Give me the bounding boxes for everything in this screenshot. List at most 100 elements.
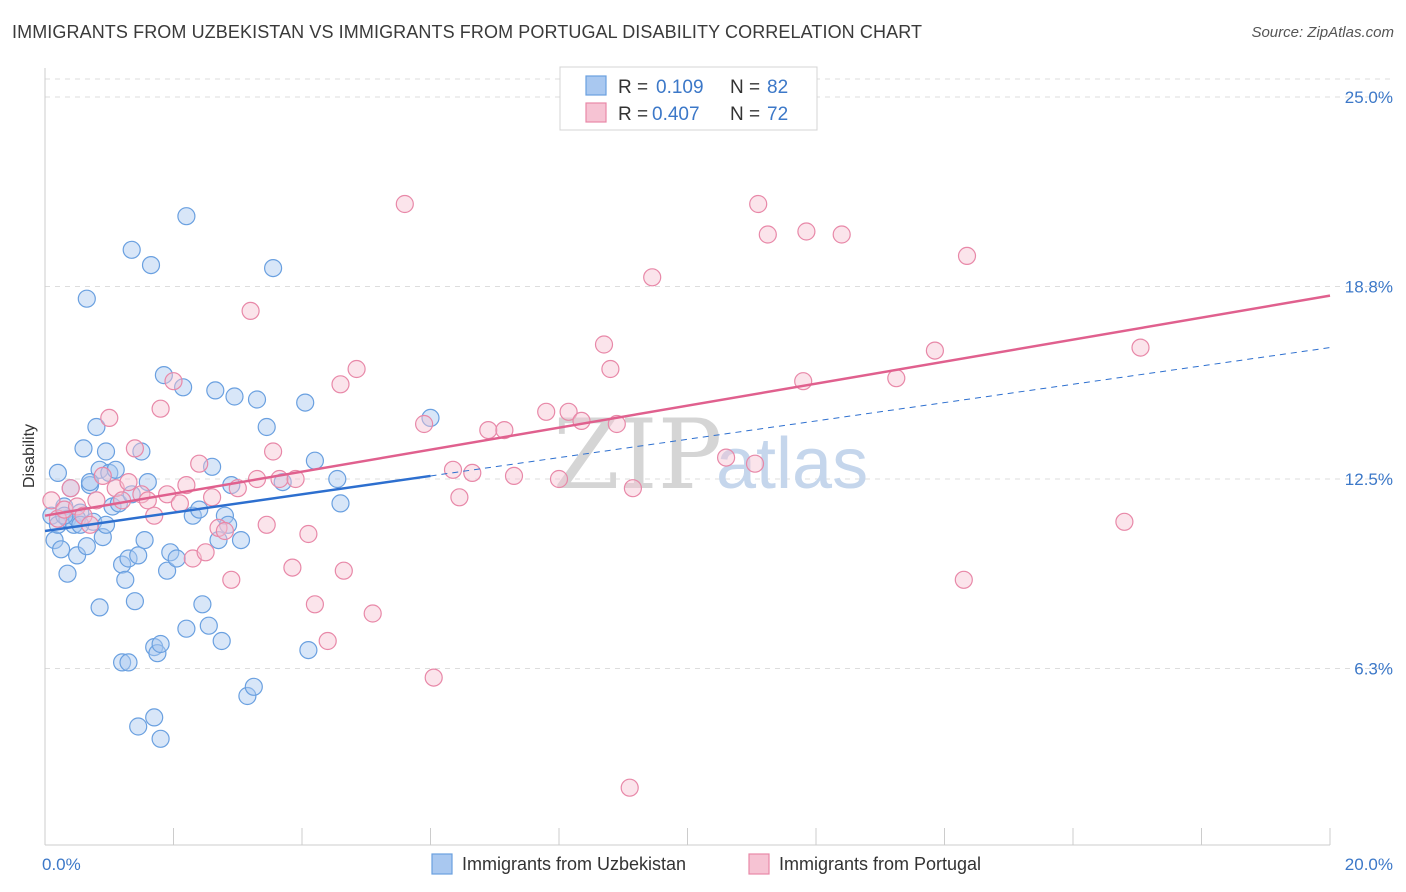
point-portugal bbox=[177, 476, 196, 495]
point-portugal bbox=[925, 341, 945, 360]
point-uzbekistan bbox=[129, 717, 148, 736]
point-portugal bbox=[215, 521, 234, 541]
point-portugal bbox=[61, 479, 80, 498]
grid-lines bbox=[45, 78, 1392, 669]
point-portugal bbox=[363, 604, 382, 623]
point-portugal bbox=[559, 402, 578, 421]
legend-swatch-blue bbox=[585, 75, 607, 96]
point-portugal bbox=[463, 463, 482, 482]
point-portugal bbox=[395, 194, 414, 214]
point-uzbekistan bbox=[167, 549, 186, 568]
point-portugal bbox=[318, 631, 337, 651]
point-uzbekistan bbox=[48, 463, 68, 482]
point-portugal bbox=[93, 466, 112, 485]
point-uzbekistan bbox=[299, 640, 318, 660]
point-uzbekistan bbox=[305, 451, 324, 470]
x-tick-label: 20.0% bbox=[1345, 855, 1393, 874]
legend-n-label-pink: N = bbox=[730, 104, 760, 125]
point-uzbekistan bbox=[212, 631, 231, 651]
point-uzbekistan bbox=[58, 564, 77, 583]
point-portugal bbox=[716, 448, 736, 467]
point-portugal bbox=[887, 369, 906, 388]
point-uzbekistan bbox=[247, 390, 267, 409]
trend-line-uzbekistan bbox=[44, 474, 431, 533]
point-portugal bbox=[495, 421, 514, 440]
point-uzbekistan bbox=[116, 570, 135, 589]
point-portugal bbox=[283, 558, 302, 577]
bottom-legend: Immigrants from Uzbekistan Immigrants fr… bbox=[431, 853, 981, 875]
point-portugal bbox=[623, 479, 643, 498]
point-portugal bbox=[125, 439, 144, 458]
point-portugal bbox=[222, 570, 241, 589]
point-portugal bbox=[87, 491, 106, 510]
point-uzbekistan bbox=[77, 289, 96, 308]
bottom-legend-swatch-pink bbox=[748, 853, 770, 875]
point-uzbekistan bbox=[177, 619, 196, 638]
x-tick-label: 0.0% bbox=[42, 855, 81, 874]
point-uzbekistan bbox=[154, 366, 173, 385]
y-axis-title: Disability bbox=[21, 424, 38, 488]
point-portugal bbox=[100, 408, 119, 427]
point-uzbekistan bbox=[177, 207, 196, 226]
point-uzbekistan bbox=[67, 546, 87, 565]
point-portugal bbox=[479, 421, 498, 440]
point-portugal bbox=[138, 491, 157, 510]
trend-line-uzbekistan-extension bbox=[430, 347, 1331, 477]
point-portugal bbox=[151, 399, 170, 418]
trend-line-portugal bbox=[44, 294, 1331, 517]
point-uzbekistan bbox=[151, 634, 170, 654]
legend-n-value-blue: 82 bbox=[767, 77, 788, 98]
point-portugal bbox=[758, 225, 777, 244]
point-portugal bbox=[331, 375, 350, 394]
point-portugal bbox=[203, 488, 222, 507]
point-portugal bbox=[347, 359, 366, 379]
point-uzbekistan bbox=[45, 530, 64, 550]
point-uzbekistan bbox=[77, 537, 96, 556]
watermark: ZIP atlas bbox=[553, 399, 868, 511]
point-uzbekistan bbox=[158, 561, 177, 580]
point-portugal bbox=[601, 359, 620, 379]
point-portugal bbox=[549, 469, 569, 489]
watermark-zip: ZIP bbox=[553, 399, 722, 511]
point-uzbekistan bbox=[244, 677, 263, 696]
point-portugal bbox=[450, 488, 469, 507]
legend-r-value-blue: 0.109 bbox=[656, 77, 704, 98]
y-tick-label: 25.0% bbox=[1345, 88, 1393, 107]
point-uzbekistan bbox=[112, 653, 132, 672]
point-portugal bbox=[270, 469, 289, 489]
point-uzbekistan bbox=[328, 469, 347, 489]
y-tick-label: 6.3% bbox=[1354, 659, 1393, 678]
point-portugal bbox=[305, 595, 324, 614]
point-uzbekistan bbox=[264, 259, 283, 278]
point-portugal bbox=[241, 301, 260, 320]
point-uzbekistan bbox=[51, 540, 71, 559]
point-uzbekistan bbox=[257, 417, 276, 437]
point-portugal bbox=[1115, 512, 1134, 531]
legend-r-label-blue: R = bbox=[618, 77, 648, 98]
watermark-atlas: atlas bbox=[716, 424, 868, 504]
bottom-legend-label-uzbekistan: Immigrants from Uzbekistan bbox=[462, 854, 686, 874]
point-uzbekistan bbox=[296, 393, 315, 412]
point-portugal bbox=[832, 225, 851, 244]
x-tick-labels: 0.0% 20.0% bbox=[42, 855, 1393, 874]
point-portugal bbox=[594, 335, 614, 354]
point-portugal bbox=[643, 268, 662, 287]
point-uzbekistan bbox=[238, 686, 257, 706]
point-portugal bbox=[196, 543, 215, 562]
point-uzbekistan bbox=[119, 653, 138, 672]
point-portugal bbox=[170, 494, 189, 513]
point-portugal bbox=[620, 778, 639, 797]
point-portugal bbox=[443, 460, 463, 479]
bottom-legend-swatch-blue bbox=[431, 853, 453, 875]
point-portugal bbox=[415, 414, 434, 434]
point-portugal bbox=[745, 454, 765, 473]
point-uzbekistan bbox=[74, 439, 93, 458]
point-uzbekistan bbox=[119, 549, 138, 568]
point-uzbekistan bbox=[151, 729, 170, 748]
point-uzbekistan bbox=[135, 530, 154, 550]
point-uzbekistan bbox=[199, 616, 218, 635]
point-uzbekistan bbox=[129, 546, 148, 565]
y-tick-label: 12.5% bbox=[1345, 470, 1393, 489]
point-portugal bbox=[504, 466, 524, 485]
point-portugal bbox=[164, 372, 183, 391]
